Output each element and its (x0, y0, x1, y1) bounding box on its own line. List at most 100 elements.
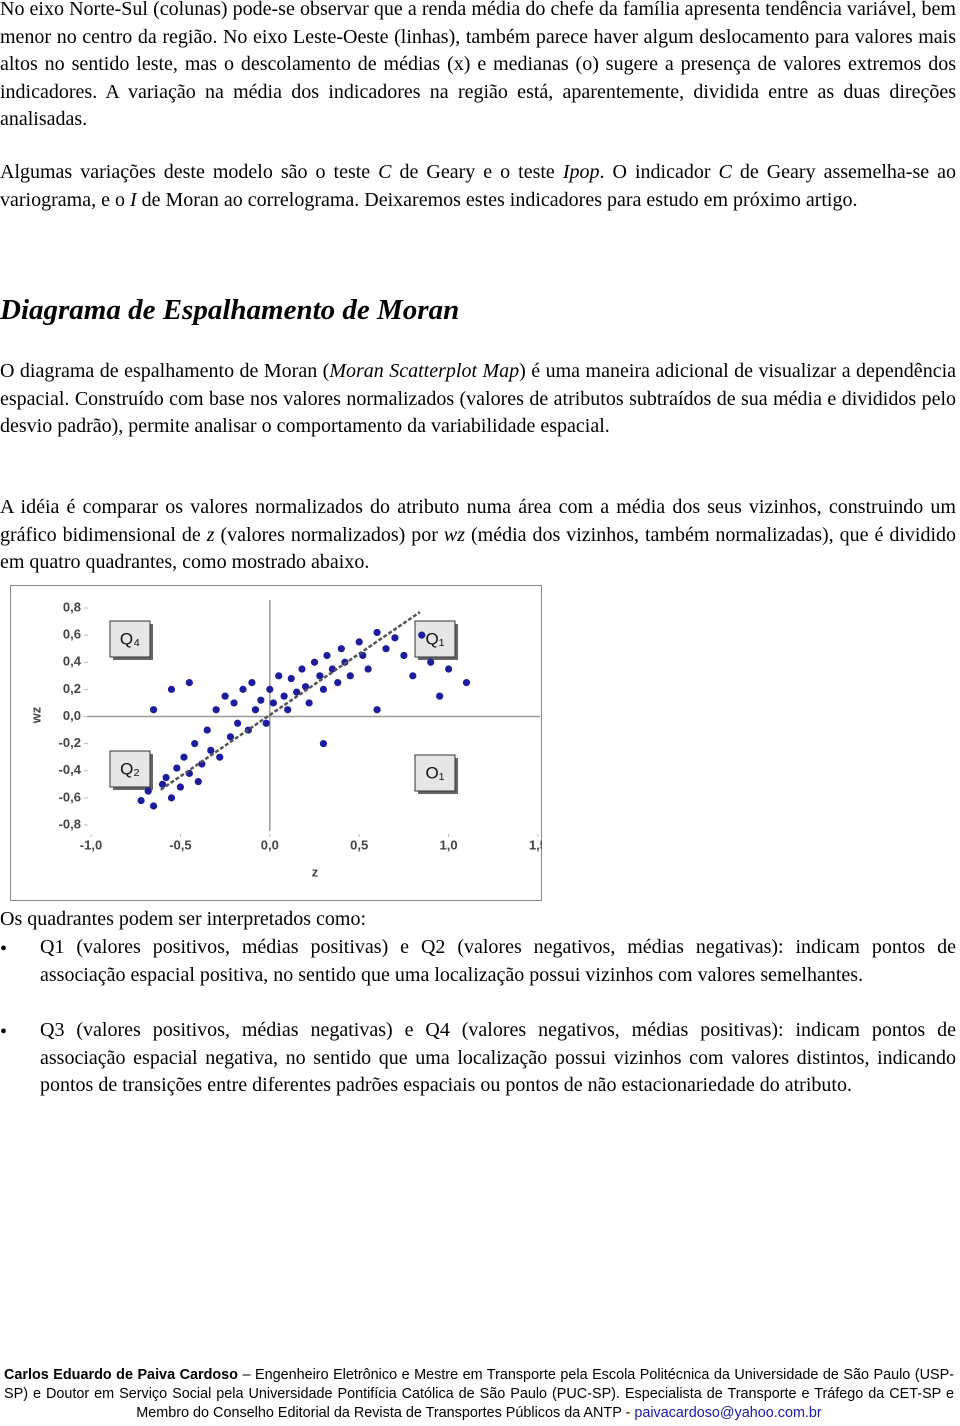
point (203, 726, 211, 734)
point (248, 678, 256, 687)
point (207, 746, 215, 755)
quadrant-box (414, 620, 456, 658)
footer-text: – Engenheiro Eletrônico e Mestre em Tran… (4, 1367, 954, 1421)
point (346, 672, 354, 680)
bullet: • (0, 938, 8, 960)
text: A idéia é comparar os valores normalizad… (0, 496, 956, 546)
y-tick-label: 0,6 (63, 627, 81, 642)
point (316, 672, 324, 680)
point (212, 706, 220, 714)
text: (valores normalizados) por (214, 523, 444, 546)
point (185, 678, 193, 687)
point (144, 787, 152, 795)
point (436, 692, 444, 700)
x-tick-label: -1,0 (80, 837, 102, 852)
point (293, 688, 301, 696)
quadrant-label: Q₂ (120, 759, 140, 778)
text: de Moran ao correlograma. Deixaremos est… (136, 188, 858, 211)
point (167, 794, 176, 802)
point (298, 665, 306, 673)
y-tick-label: 0,4 (63, 654, 82, 669)
point (180, 753, 188, 761)
author: Carlos Eduardo de Paiva Cardoso (4, 1367, 238, 1383)
point (262, 719, 270, 727)
point (149, 802, 158, 810)
bullet-text: Q1 (valores positivos, médias positivas)… (40, 936, 956, 986)
y-tick-label: 0,2 (63, 681, 81, 696)
text: No eixo Norte-Sul (colunas) pode-se obse… (0, 0, 956, 131)
y-tick-label: 0,8 (63, 599, 81, 614)
point (216, 753, 224, 761)
point (287, 674, 295, 683)
footer: Carlos Eduardo de Paiva Cardoso – Engenh… (4, 1366, 954, 1423)
point (319, 740, 328, 748)
point (337, 645, 345, 653)
quadrant-box (414, 754, 456, 792)
text: Algumas variações deste modelo são o tes… (0, 161, 379, 183)
point (409, 672, 417, 680)
text: de Geary e o teste (391, 161, 563, 183)
point (149, 706, 158, 714)
point (176, 783, 184, 791)
point (230, 699, 238, 707)
point (191, 740, 199, 748)
point (305, 699, 313, 707)
point (251, 706, 260, 714)
point (319, 685, 328, 693)
point (234, 719, 242, 727)
italic-text: C (718, 161, 732, 183)
point (173, 764, 181, 772)
text: de Geary assemelha-se ao variograma, e o (0, 161, 956, 211)
text: ) é uma maneira adicional de visualizar … (0, 360, 956, 438)
x-tick-label: 0,0 (261, 837, 279, 852)
paragraph: A idéia é comparar os valores normalizad… (0, 494, 956, 577)
point (239, 685, 247, 693)
point (221, 692, 229, 700)
point (355, 638, 363, 646)
x-tick-label: -0,5 (169, 837, 191, 852)
bullet-text: Q3 (valores positivos, médias negativas)… (40, 1019, 956, 1097)
text: O diagrama de espalhamento de Moran ( (0, 360, 330, 382)
quadrant-label: O₁ (426, 763, 445, 782)
point (280, 692, 288, 700)
y-tick-label: -0,8 (59, 816, 81, 831)
italic-text: wz (443, 523, 466, 546)
section-heading: Diagrama de Espalhamento de Moran (0, 294, 460, 326)
quadrant-label: Q₁ (426, 629, 445, 648)
point (373, 706, 381, 714)
point (445, 665, 453, 673)
paragraph: Os quadrantes podem ser interpretados co… (0, 908, 367, 930)
point (257, 696, 265, 704)
y-tick-label: 0,0 (63, 708, 81, 723)
point (334, 678, 342, 687)
point (158, 780, 167, 788)
point (391, 634, 399, 642)
text: . O indicador (599, 161, 719, 183)
point (162, 773, 170, 782)
point (137, 796, 145, 805)
x-axis-title: z (312, 864, 319, 879)
x-tick-label: 1,5 (529, 837, 542, 852)
point (167, 685, 176, 693)
text: (média dos vizinhos, também normalizadas… (0, 523, 957, 574)
italic-text: I (129, 188, 137, 211)
point (275, 672, 283, 680)
point (194, 778, 202, 786)
y-tick-label: -0,4 (59, 762, 82, 777)
bullet: • (0, 1021, 8, 1043)
point (301, 683, 310, 691)
point (226, 733, 235, 741)
italic-text: z (206, 523, 215, 546)
plot: 0,8 0,6 0,4 0,2 0,0 -0,2 -0,4 -0,6 -0,8 -1,0 -0,5 0… (28, 599, 542, 879)
figure-frame (10, 585, 542, 901)
point (462, 678, 471, 687)
quadrant-box (109, 620, 151, 658)
point (310, 658, 319, 666)
paragraph: O diagrama de espalhamento de Moran (Mor… (0, 358, 956, 441)
y-axis-title: wz (28, 706, 43, 724)
y-tick-label: -0,2 (59, 735, 81, 750)
figure: 0,8 0,6 0,4 0,2 0,0 -0,2 -0,4 -0,6 -0,8 -1,0 -0,5 0… (10, 585, 542, 901)
paragraph: No eixo Norte-Sul (colunas) pode-se obse… (0, 0, 956, 134)
point (373, 628, 381, 637)
paragraph: Algumas variações deste modelo são o tes… (0, 159, 956, 214)
